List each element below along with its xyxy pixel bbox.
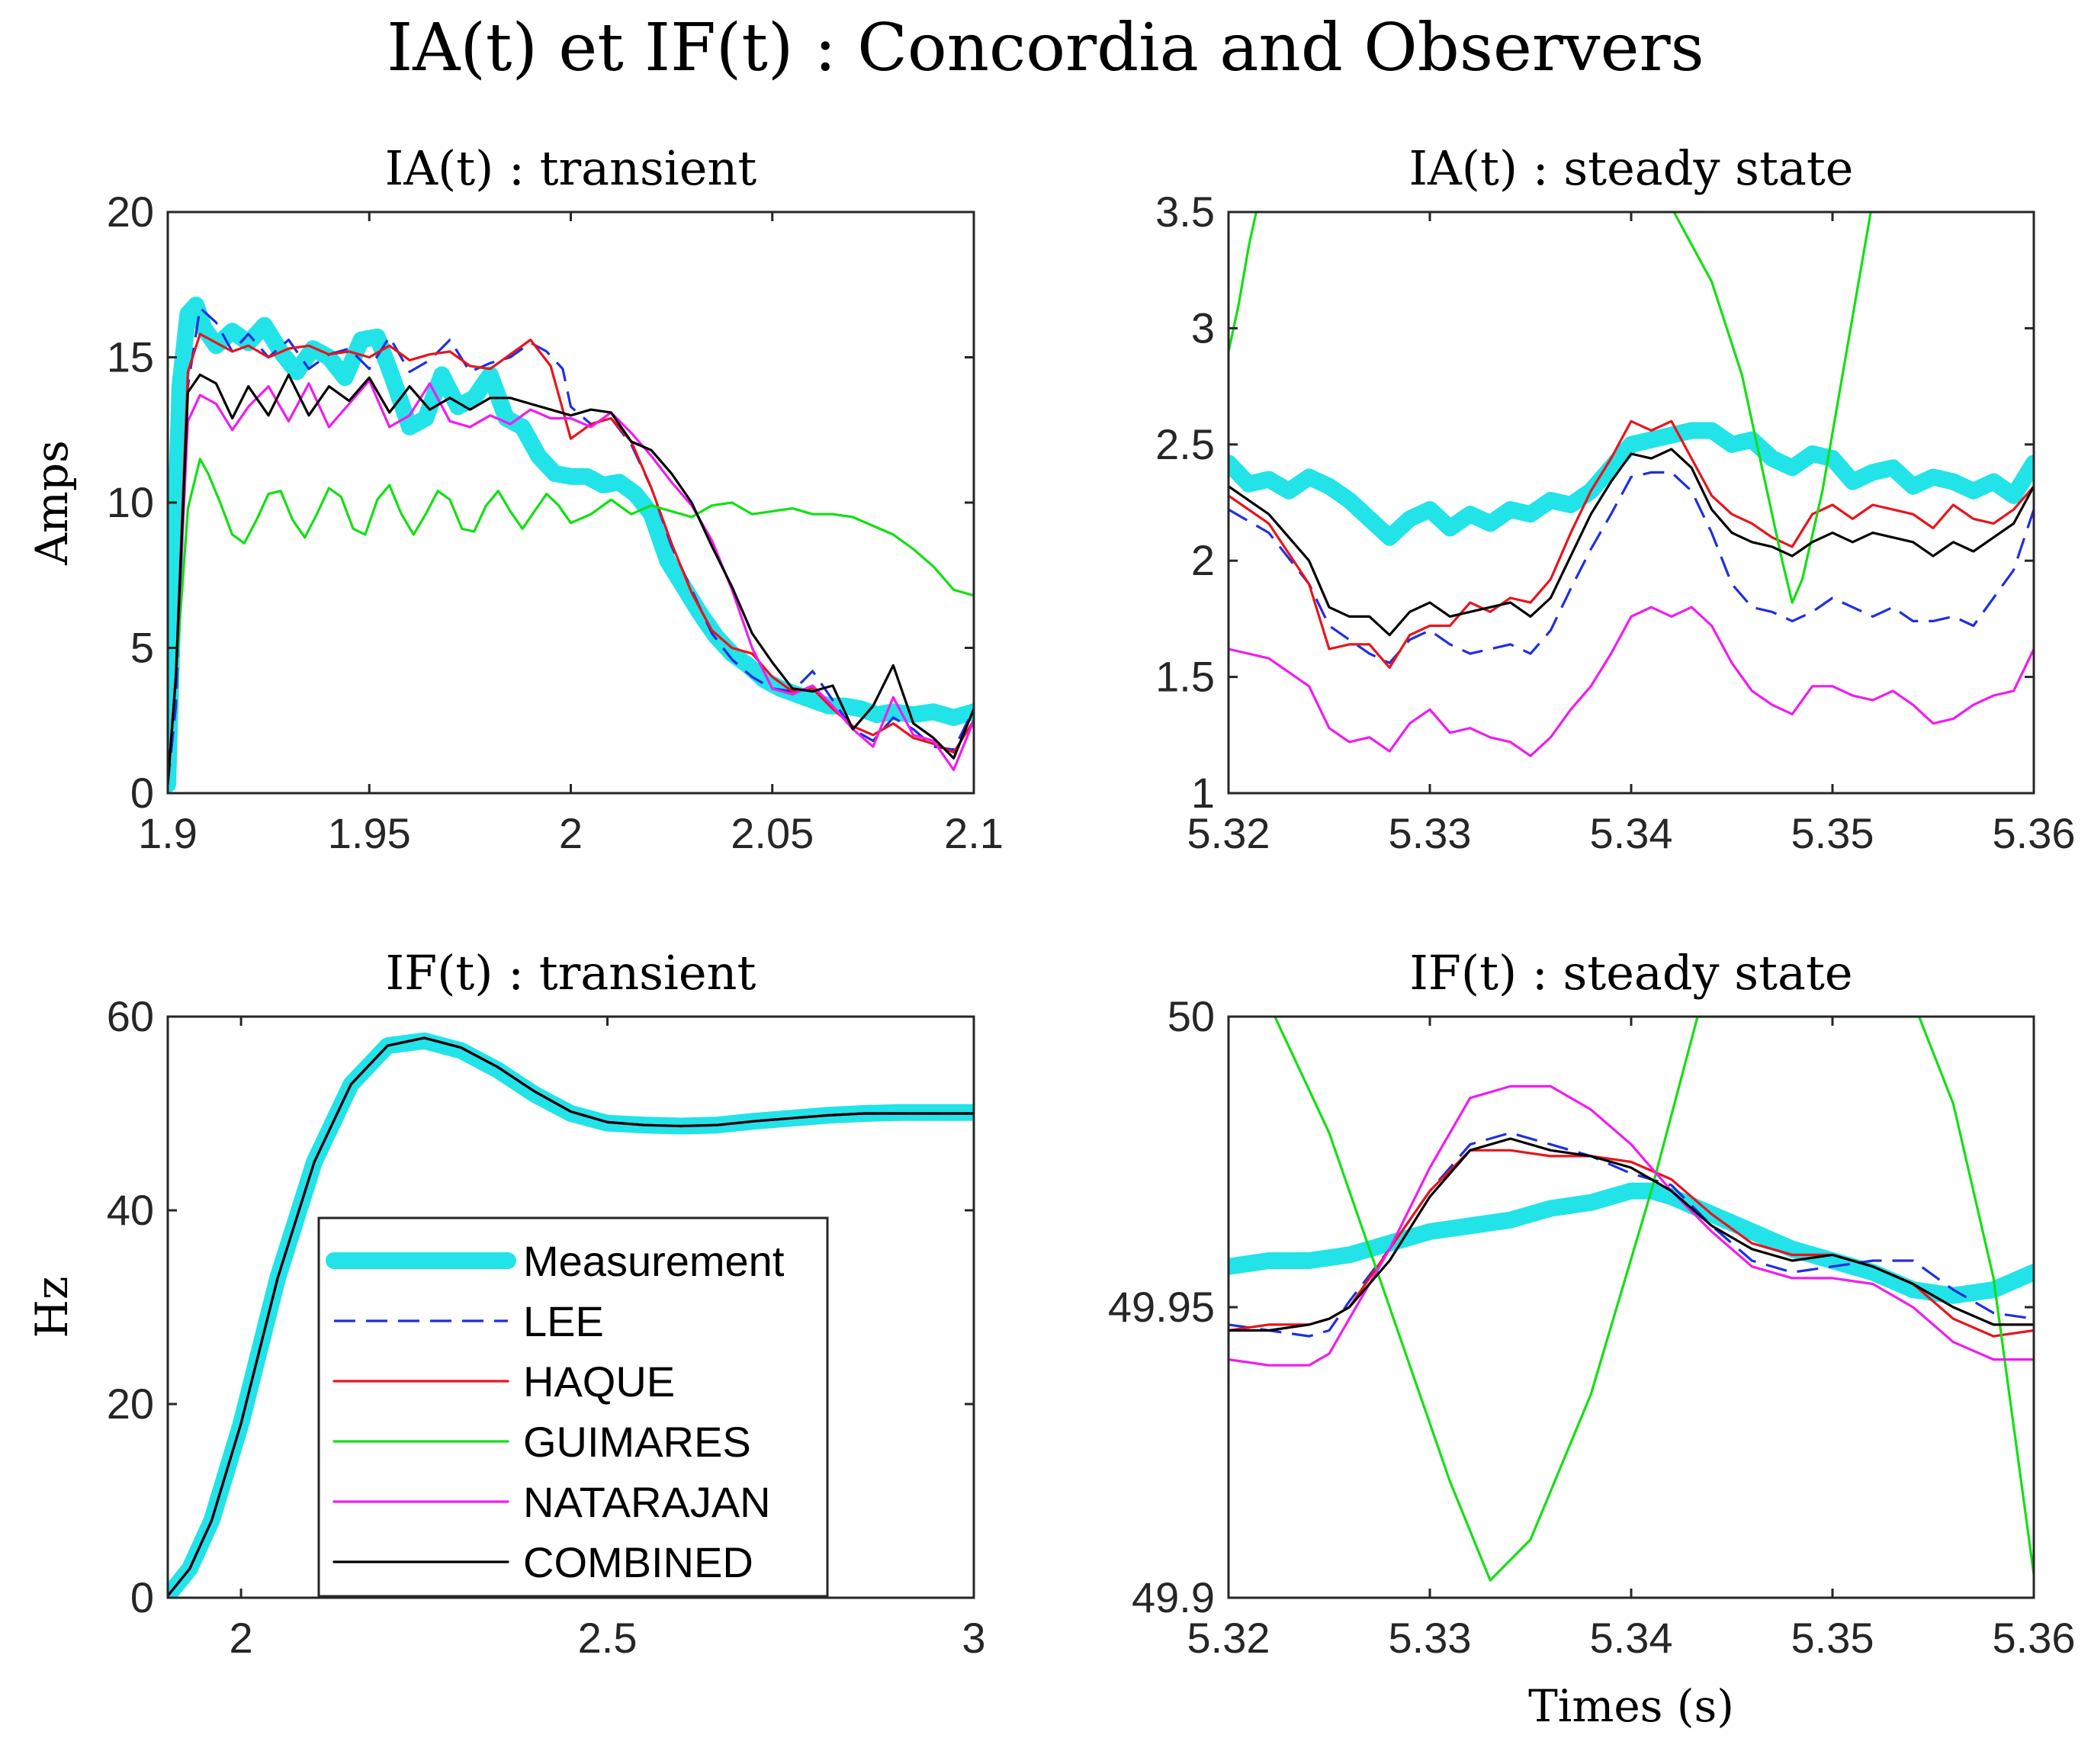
if-steady-series-guimares — [1274, 1017, 2034, 1582]
ia-transient-xtick-label: 2.05 — [731, 809, 814, 857]
ia-transient-title: IA(t) : transient — [385, 140, 757, 196]
ia-steady-xtick-label: 5.32 — [1187, 809, 1270, 857]
ia-steady-ytick-label: 1.5 — [1155, 653, 1215, 701]
ia-steady-xtick-label: 5.34 — [1590, 809, 1673, 857]
if-transient-ytick-label: 60 — [107, 992, 154, 1040]
if-transient-ytick-label: 40 — [107, 1186, 154, 1234]
ia-transient-ytick-label: 15 — [107, 333, 154, 381]
ia-steady-xtick-label: 5.35 — [1791, 809, 1874, 857]
if-transient-xtick-label: 3 — [962, 1614, 985, 1662]
ia-steady-xtick-label: 5.33 — [1389, 809, 1472, 857]
ia-transient-xtick-label: 2.1 — [944, 809, 1004, 857]
if-steady-xtick-label: 5.32 — [1187, 1614, 1270, 1662]
ia-steady-series-measurement — [1229, 422, 2034, 546]
figure-title: IA(t) et IF(t) : Concordia and Observers — [387, 10, 1704, 86]
if-steady-ytick-label: 49.95 — [1108, 1283, 1215, 1331]
ia-steady-plot-area — [1229, 212, 2034, 757]
legend-label-haque: HAQUE — [523, 1358, 675, 1406]
ia-steady-ytick-label: 1 — [1191, 769, 1215, 817]
ia-steady-ytick-label: 2.5 — [1155, 420, 1215, 468]
ia-transient-xtick-label: 1.95 — [328, 809, 411, 857]
if-transient-series-combined — [168, 1036, 974, 1598]
if-transient-xtick-label: 2.5 — [578, 1614, 638, 1662]
if-steady-xtick-label: 5.34 — [1590, 1614, 1673, 1662]
legend-label-lee: LEE — [523, 1297, 604, 1345]
if-transient-xtick-label: 2 — [230, 1614, 253, 1662]
if-steady-title: IF(t) : steady state — [1409, 945, 1852, 1001]
ia-steady-ytick-label: 3 — [1191, 304, 1215, 352]
ia-steady-title: IA(t) : steady state — [1409, 140, 1854, 196]
ia-transient-xtick-label: 2 — [559, 809, 583, 857]
ia-transient-series-lee — [168, 307, 974, 785]
if-transient-ytick-label: 20 — [107, 1380, 154, 1428]
ia-transient-ytick-label: 20 — [107, 188, 154, 236]
if-steady-series-natarajan — [1229, 1084, 2034, 1367]
ia-transient-series-haque — [168, 333, 974, 786]
ia-steady-series-natarajan — [1229, 606, 2034, 757]
if-transient-title: IF(t) : transient — [386, 945, 756, 1001]
if-transient-axes-box — [166, 1015, 975, 1599]
ia-steady-series-guimares — [1229, 212, 1872, 604]
if-steady-ytick-label: 50 — [1168, 992, 1215, 1040]
ia-transient-series-guimares — [168, 458, 974, 786]
if-steady-xtick-label: 5.36 — [1993, 1614, 2076, 1662]
ia-steady-ytick-label: 2 — [1191, 536, 1215, 584]
ia-transient-plot-area — [168, 296, 974, 793]
ia-transient-series-natarajan — [168, 379, 974, 786]
ia-transient-ytick-label: 10 — [107, 478, 154, 526]
legend-box — [317, 1216, 829, 1598]
ia-transient-xtick-label: 1.9 — [138, 809, 198, 857]
if-transient-ytick-label: 0 — [130, 1573, 154, 1621]
ia-steady-series-haque — [1229, 419, 2034, 669]
ia-steady-xtick-label: 5.36 — [1993, 809, 2076, 857]
ia-transient-ytick-label: 0 — [130, 769, 154, 817]
ia-transient-series-combined — [168, 373, 974, 786]
if-transient-chart: 2 2.5 3 0 20 40 60 IF(t) : transient Hz — [26, 945, 986, 1662]
if-steady-plot-area — [1229, 1017, 2034, 1582]
ia-steady-ytick-label: 3.5 — [1155, 188, 1215, 236]
if-steady-xlabel: Times (s) — [1528, 1680, 1734, 1732]
if-steady-series-lee — [1229, 1131, 2034, 1338]
legend-label-natarajan: NATARAJAN — [523, 1478, 771, 1526]
if-steady-ytick-label: 49.9 — [1132, 1573, 1215, 1621]
ia-transient-ytick-label: 5 — [130, 624, 154, 672]
if-steady-xtick-label: 5.35 — [1791, 1614, 1874, 1662]
legend-label-guimares: GUIMARES — [523, 1418, 751, 1466]
if-transient-ylabel: Hz — [26, 1276, 78, 1338]
ia-transient-ylabel: Amps — [26, 440, 78, 566]
ia-steady-chart: 5.32 5.33 5.34 5.35 5.36 1 1.5 2 2.5 3 3.5 IA(t) : … — [1155, 140, 2075, 857]
if-transient-plot-area — [168, 1032, 974, 1598]
ia-transient-chart: 1.9 1.95 2 2.05 2.1 0 5 10 15 20 IA(t) : transient… — [26, 140, 1004, 857]
if-steady-xtick-label: 5.33 — [1389, 1614, 1472, 1662]
legend-label-measurement: Measurement — [523, 1237, 785, 1285]
legend-label-combined: COMBINED — [523, 1538, 753, 1586]
if-steady-series-combined — [1229, 1137, 2034, 1332]
if-steady-chart: 5.32 5.33 5.34 5.35 5.36 49.9 49.95 50 IF(t) : s… — [1108, 945, 2076, 1732]
ia-steady-series-combined — [1229, 448, 2034, 637]
ia-transient-series-measurement — [168, 296, 974, 793]
legend: Measurement LEE HAQUE GUIMARES NATARAJAN COMB… — [317, 1216, 829, 1598]
